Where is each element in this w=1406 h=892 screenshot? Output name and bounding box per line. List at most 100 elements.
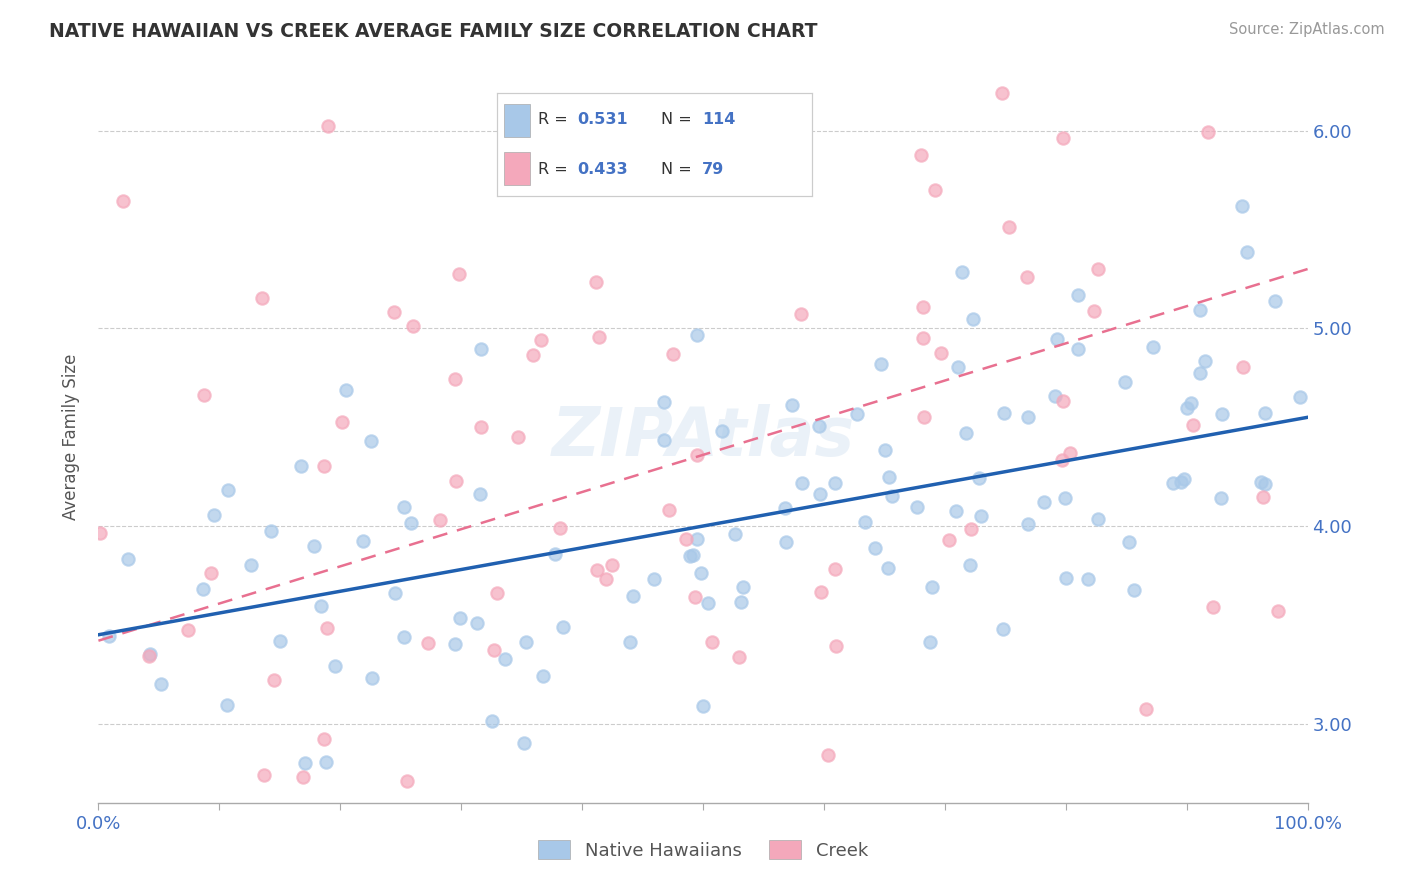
Point: [679, 549, 702, 563]
Point: [512, 736, 534, 750]
Point: [531, 669, 554, 683]
Point: [773, 501, 796, 516]
Point: [875, 442, 897, 457]
Point: [392, 500, 415, 514]
Point: [1046, 333, 1069, 347]
Point: [309, 599, 332, 614]
Point: [967, 471, 990, 485]
Point: [845, 408, 868, 422]
Point: [1264, 293, 1286, 308]
Point: [998, 219, 1021, 234]
Point: [481, 714, 503, 728]
Point: [399, 516, 422, 530]
Point: [1083, 303, 1105, 318]
Point: [1087, 511, 1109, 525]
Point: [1043, 389, 1066, 403]
Point: [1161, 476, 1184, 491]
Point: [686, 327, 709, 342]
Point: [508, 430, 530, 444]
Point: [686, 532, 709, 546]
Point: [1052, 131, 1074, 145]
Point: [730, 595, 752, 609]
Point: [912, 331, 935, 345]
Point: [970, 509, 993, 524]
Point: [1114, 375, 1136, 389]
Point: [522, 348, 544, 362]
Point: [150, 677, 173, 691]
Point: [877, 470, 900, 484]
Point: [1209, 491, 1232, 506]
Point: [200, 566, 222, 580]
Point: [600, 558, 623, 572]
Point: [120, 847, 142, 862]
Point: [418, 636, 440, 650]
Point: [1289, 390, 1312, 404]
Point: [1173, 472, 1195, 486]
Point: [544, 548, 567, 562]
Point: [1066, 342, 1088, 356]
Point: [263, 673, 285, 688]
Point: [865, 541, 887, 555]
Point: [551, 620, 574, 634]
Point: [877, 560, 900, 574]
Point: [470, 342, 492, 356]
Point: [250, 291, 273, 305]
Point: [1017, 409, 1039, 424]
Point: [217, 698, 239, 712]
Point: [1267, 604, 1289, 618]
Point: [905, 500, 928, 514]
Point: [924, 183, 946, 197]
Point: [1180, 396, 1202, 410]
Point: [323, 658, 346, 673]
Point: [1118, 535, 1140, 549]
Point: [530, 334, 553, 348]
Point: [1052, 453, 1074, 467]
Point: [402, 319, 425, 334]
Point: [780, 398, 803, 412]
Point: [991, 622, 1014, 636]
Point: [1188, 302, 1211, 317]
Point: [948, 360, 970, 375]
Point: [392, 630, 415, 644]
Point: [931, 346, 953, 360]
Point: [468, 487, 491, 501]
Point: [1182, 417, 1205, 432]
Point: [918, 635, 941, 649]
Point: [1054, 571, 1077, 585]
Point: [807, 418, 830, 433]
Point: [1189, 366, 1212, 380]
Point: [1194, 354, 1216, 368]
Text: ZIPAtlas: ZIPAtlas: [551, 404, 855, 470]
Point: [1053, 44, 1076, 58]
Point: [824, 476, 846, 491]
Point: [810, 585, 832, 599]
Point: [1250, 475, 1272, 489]
Point: [314, 458, 336, 473]
Point: [991, 86, 1014, 100]
Point: [1201, 599, 1223, 614]
Point: [586, 563, 609, 577]
Point: [938, 533, 960, 547]
Point: [260, 524, 283, 539]
Point: [315, 755, 337, 769]
Point: [882, 489, 904, 503]
Point: [177, 623, 200, 637]
Point: [111, 194, 134, 209]
Point: [824, 562, 846, 576]
Point: [993, 406, 1015, 420]
Point: [621, 590, 644, 604]
Text: NATIVE HAWAIIAN VS CREEK AVERAGE FAMILY SIZE CORRELATION CHART: NATIVE HAWAIIAN VS CREEK AVERAGE FAMILY …: [49, 22, 818, 41]
Point: [724, 527, 747, 541]
Point: [950, 265, 973, 279]
Point: [89, 526, 111, 541]
Point: [204, 508, 226, 522]
Point: [652, 433, 675, 447]
Point: [97, 629, 120, 643]
Point: [790, 476, 813, 491]
Point: [444, 372, 467, 386]
Point: [921, 580, 943, 594]
Point: [962, 312, 984, 326]
Point: [382, 304, 405, 318]
Point: [853, 515, 876, 529]
Point: [1254, 477, 1277, 491]
